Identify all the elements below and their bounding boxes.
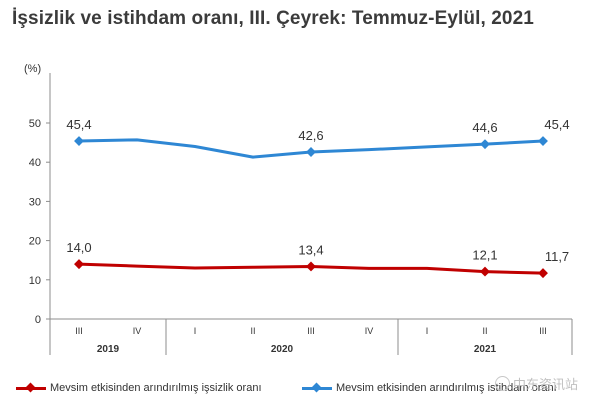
series-marker-1	[480, 139, 490, 150]
legend-item-unemployment: Mevsim etkisinden arındırılmış işsizlik …	[16, 382, 262, 394]
x-tick-label: II	[482, 326, 487, 336]
watermark-logo-icon	[494, 376, 510, 391]
watermark-text: 中东资讯站	[512, 377, 578, 392]
data-label: 12,1	[472, 248, 497, 263]
data-label: 45,4	[66, 117, 91, 132]
x-year-label: 2019	[97, 344, 120, 355]
legend-swatch-unemployment	[16, 382, 46, 392]
x-tick-label: I	[194, 326, 197, 336]
data-label: 14,0	[66, 240, 91, 255]
watermark: 中东资讯站	[494, 374, 578, 393]
x-tick-label: I	[426, 326, 429, 336]
chart-series	[74, 136, 548, 279]
series-marker-0	[480, 266, 490, 277]
series-marker-0	[74, 259, 84, 270]
y-tick-label: 30	[29, 196, 41, 208]
y-tick-label: 40	[29, 157, 41, 169]
x-year-label: 2021	[474, 344, 497, 355]
x-tick-label: III	[539, 326, 547, 336]
series-marker-1	[74, 136, 84, 146]
series-marker-1	[538, 136, 548, 146]
legend-label-unemployment: Mevsim etkisinden arındırılmış işsizlik …	[50, 382, 262, 394]
x-tick-label: III	[75, 326, 83, 336]
series-marker-0	[306, 261, 316, 272]
x-tick-label: III	[307, 326, 315, 336]
y-tick-label: 50	[29, 118, 41, 130]
y-tick-label: 10	[29, 275, 41, 287]
y-tick-label: 0	[35, 314, 41, 326]
x-tick-label: II	[250, 326, 255, 336]
data-label: 45,4	[544, 117, 569, 132]
x-tick-label: IV	[133, 326, 142, 336]
legend-swatch-employment	[302, 382, 332, 392]
series-marker-0	[538, 268, 548, 279]
y-tick-label: 20	[29, 236, 41, 248]
data-label: 11,7	[545, 249, 569, 264]
series-marker-1	[306, 147, 316, 157]
chart-data-labels: 14,0 13,4 12,1 11,7 45,4 42,6 44,6 45,4	[66, 117, 569, 264]
y-axis-unit-label: (%)	[24, 63, 41, 75]
data-label: 13,4	[298, 242, 323, 257]
x-tick-label: IV	[365, 326, 374, 336]
chart-title: İşsizlik ve istihdam oranı, III. Çeyrek:…	[12, 8, 534, 29]
data-label: 44,6	[472, 120, 497, 135]
data-label: 42,6	[298, 128, 323, 143]
x-year-label: 2020	[271, 344, 294, 355]
